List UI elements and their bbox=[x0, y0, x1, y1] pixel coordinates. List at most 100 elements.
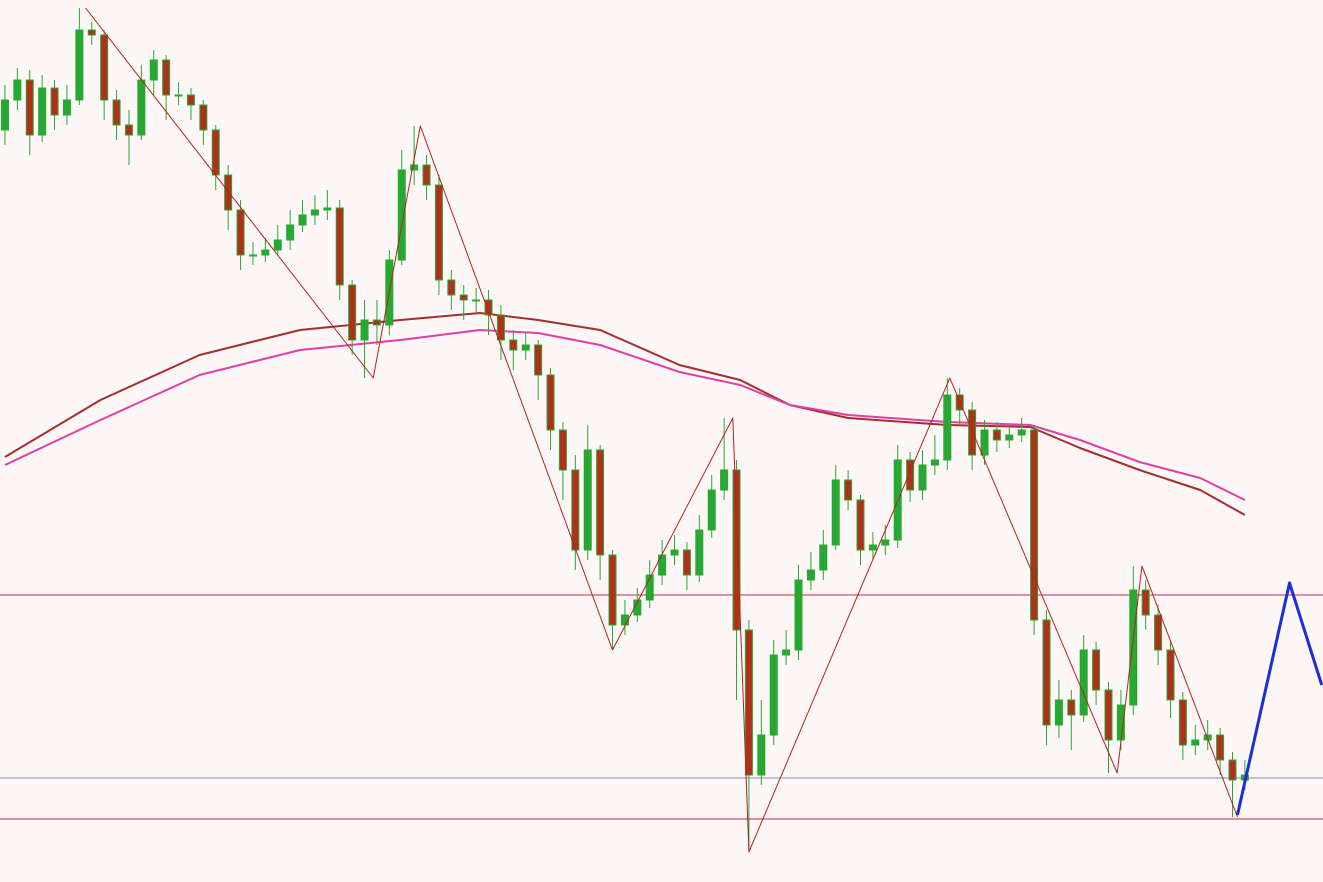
candle-body bbox=[806, 569, 815, 581]
candle-body bbox=[174, 94, 183, 97]
candle-body bbox=[447, 279, 456, 296]
candle-body bbox=[980, 429, 989, 456]
candle-body bbox=[1042, 619, 1051, 726]
candle-body bbox=[509, 339, 518, 351]
candle-body bbox=[248, 254, 257, 257]
candle-body bbox=[87, 29, 96, 36]
candle-body bbox=[1079, 649, 1088, 716]
candle-body bbox=[819, 544, 828, 571]
candle-body bbox=[682, 549, 691, 576]
candle-body bbox=[1030, 429, 1039, 621]
candle-body bbox=[868, 544, 877, 551]
candle-body bbox=[25, 79, 34, 136]
candle-body bbox=[199, 104, 208, 131]
candle-body bbox=[645, 574, 654, 601]
candle-body bbox=[1154, 614, 1163, 651]
candle-body bbox=[1104, 689, 1113, 741]
candle-body bbox=[534, 344, 543, 376]
candle-body bbox=[360, 319, 369, 341]
candle-body bbox=[149, 59, 158, 81]
candle-body bbox=[732, 469, 741, 631]
candle-body bbox=[459, 294, 468, 301]
candle-body bbox=[112, 99, 121, 126]
candle-body bbox=[124, 124, 133, 136]
candle-body bbox=[348, 284, 357, 341]
candle-body bbox=[472, 299, 481, 302]
candle-body bbox=[782, 649, 791, 656]
candle-body bbox=[1141, 589, 1150, 616]
candle-body bbox=[298, 214, 307, 226]
candle-body bbox=[1005, 434, 1014, 441]
candle-body bbox=[224, 174, 233, 211]
candle-body bbox=[286, 224, 295, 241]
candle-body bbox=[968, 409, 977, 456]
candle-body bbox=[844, 479, 853, 501]
candle-body bbox=[856, 499, 865, 551]
candle-body bbox=[1017, 429, 1026, 436]
moving-average bbox=[4, 312, 1246, 516]
projection-line bbox=[1235, 581, 1323, 816]
candle-body bbox=[521, 344, 530, 351]
candle-body bbox=[744, 629, 753, 776]
candle-body bbox=[162, 59, 171, 96]
candle-body bbox=[13, 79, 22, 101]
candle-body bbox=[546, 374, 555, 431]
candle-body bbox=[273, 239, 282, 251]
candle-body bbox=[831, 479, 840, 546]
candle-body bbox=[496, 314, 505, 341]
candle-body bbox=[1178, 699, 1187, 746]
candle-body bbox=[620, 614, 629, 626]
candle-body bbox=[992, 429, 1001, 441]
candle-body bbox=[881, 539, 890, 546]
candle-body bbox=[310, 209, 319, 216]
candle-body bbox=[1191, 739, 1200, 746]
candle-body bbox=[918, 464, 927, 491]
candle-body bbox=[943, 394, 952, 461]
candle-body bbox=[757, 734, 766, 776]
candle-body bbox=[372, 319, 381, 326]
candle-body bbox=[707, 489, 716, 531]
candle-body bbox=[1129, 589, 1138, 706]
candle-body bbox=[75, 29, 84, 101]
candle-body bbox=[720, 469, 729, 491]
candle-body bbox=[1067, 699, 1076, 716]
zigzag-line bbox=[85, 7, 1238, 853]
candle-body bbox=[410, 164, 419, 171]
candle-body bbox=[100, 34, 109, 101]
candle-body bbox=[571, 469, 580, 551]
candle-body bbox=[335, 207, 344, 286]
candle-body bbox=[62, 99, 71, 116]
candle-body bbox=[186, 94, 195, 106]
candle-body bbox=[558, 429, 567, 471]
candle-body bbox=[484, 299, 493, 316]
candle-body bbox=[137, 79, 146, 136]
candle-body bbox=[670, 549, 679, 556]
candle-body bbox=[434, 184, 443, 281]
candle-body bbox=[608, 554, 617, 626]
candle-body bbox=[397, 169, 406, 261]
candle-body bbox=[769, 654, 778, 736]
candle-body bbox=[422, 164, 431, 186]
candle-body bbox=[906, 459, 915, 491]
candle-body bbox=[596, 449, 605, 556]
candle-body bbox=[1216, 734, 1225, 761]
candle-body bbox=[1166, 649, 1175, 701]
candle-body bbox=[794, 579, 803, 651]
candle-body bbox=[633, 599, 642, 616]
candle-body bbox=[38, 87, 47, 136]
candle-body bbox=[261, 249, 270, 256]
candle-body bbox=[236, 209, 245, 256]
candle-body bbox=[1228, 759, 1237, 781]
moving-average bbox=[4, 329, 1246, 501]
candle-body bbox=[211, 129, 220, 176]
candle-body bbox=[0, 99, 9, 131]
candle-body bbox=[930, 459, 939, 466]
candle-body bbox=[695, 529, 704, 576]
candle-body bbox=[1054, 699, 1063, 726]
candle-body bbox=[583, 449, 592, 551]
candle-body bbox=[323, 207, 332, 211]
candle-body bbox=[50, 87, 59, 116]
